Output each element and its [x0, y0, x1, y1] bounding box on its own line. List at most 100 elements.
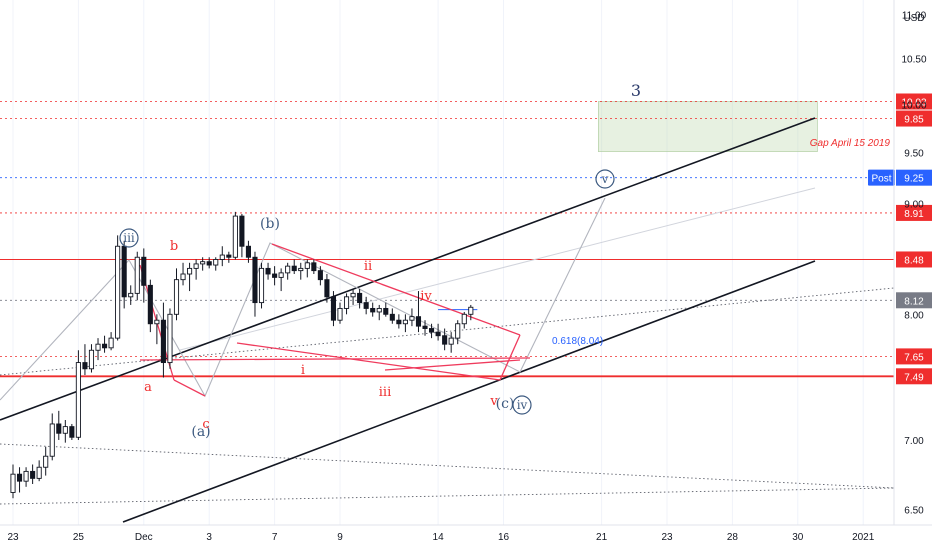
- wave-3-label: 3: [631, 81, 641, 100]
- candle: [232, 211, 238, 260]
- wedge-line: [139, 357, 531, 361]
- candle-body: [435, 331, 441, 337]
- candle: [187, 262, 193, 292]
- x-tick-label: 21: [596, 532, 608, 543]
- candle: [245, 240, 251, 263]
- target-zone-rect: [598, 101, 818, 152]
- price-axis[interactable]: 11.00 10.50 10.00 9.50 9.00 8.00 7.00 6.50: [901, 11, 926, 517]
- trend-drawings: [0, 117, 895, 523]
- candle: [252, 251, 258, 317]
- candle: [69, 423, 75, 440]
- candle: [88, 344, 95, 373]
- candle-body: [389, 313, 395, 321]
- wave-iv-circle: [512, 395, 532, 415]
- candle: [239, 213, 245, 258]
- price-badge: [896, 348, 932, 365]
- candle-body: [343, 296, 350, 309]
- projection-path: [0, 197, 606, 401]
- price-badge: [896, 204, 932, 221]
- candle: [278, 268, 284, 292]
- candle: [317, 266, 323, 286]
- dotted-trend-line: [0, 443, 895, 489]
- candle-body: [180, 273, 186, 281]
- candle: [62, 420, 68, 443]
- x-tick-label: 2021: [852, 532, 875, 543]
- y-tick-label: 9.50: [904, 149, 924, 160]
- dotted-trend-line: [0, 287, 895, 376]
- candle: [389, 308, 395, 324]
- candle-body: [56, 423, 62, 434]
- candle-body: [317, 270, 323, 281]
- candle: [167, 308, 173, 369]
- candle: [350, 288, 356, 305]
- candle-body: [95, 343, 101, 351]
- x-tick-label: 23: [7, 532, 19, 543]
- candle-body: [141, 256, 147, 286]
- candle: [396, 314, 402, 329]
- wave-c-paren-label: (c): [496, 396, 515, 412]
- price-levels: 10.03 9.85 Post 9.25 8.91 8.48 8.12 7.65 7.49: [0, 93, 932, 385]
- candle-body: [10, 473, 16, 493]
- candle-body: [337, 307, 343, 321]
- candle: [343, 293, 350, 315]
- fib-label: 0.618(8.04): [552, 336, 603, 347]
- candle: [258, 262, 265, 309]
- x-tick-label: 28: [727, 532, 739, 543]
- candle-body: [115, 245, 121, 339]
- candle: [82, 344, 88, 376]
- candle: [226, 251, 232, 263]
- candle: [330, 291, 337, 327]
- candle: [409, 308, 415, 327]
- candle: [134, 251, 140, 301]
- wave-v-circle: [595, 169, 615, 189]
- candle: [95, 338, 101, 361]
- candle: [272, 266, 278, 286]
- candle: [357, 288, 363, 309]
- candle: [304, 259, 310, 278]
- candle: [16, 467, 23, 493]
- candle-body: [36, 466, 42, 479]
- candle: [128, 285, 134, 305]
- candle: [370, 302, 376, 317]
- candle-body: [252, 256, 258, 304]
- candle-body: [272, 273, 278, 278]
- wave-ii-label: ii: [364, 259, 372, 274]
- price-badge: [896, 110, 932, 127]
- candle: [468, 304, 474, 321]
- currency-label: USD: [903, 13, 924, 24]
- candle: [383, 302, 389, 317]
- candle-body: [461, 313, 467, 325]
- candle-body: [285, 265, 291, 274]
- wave-v-label: v: [489, 394, 498, 409]
- candle: [376, 304, 382, 321]
- candle-body: [415, 316, 422, 327]
- wave-v-circle-label: v: [601, 172, 609, 186]
- candle: [108, 332, 114, 351]
- candle-body: [429, 328, 435, 333]
- wave-iv-circle-label: iv: [517, 398, 528, 412]
- wedge-line: [271, 243, 521, 336]
- candle-body: [23, 470, 29, 482]
- candle: [75, 350, 81, 440]
- dotted-trend-line: [0, 487, 895, 505]
- candle-body: [304, 262, 310, 269]
- candle-body: [82, 362, 88, 370]
- candle: [36, 460, 42, 482]
- candle-body: [265, 267, 271, 275]
- candle: [363, 296, 369, 315]
- candle-body: [134, 256, 140, 294]
- candle-body: [200, 261, 206, 265]
- grid: [12, 0, 864, 525]
- post-tag-text: Post: [871, 174, 891, 185]
- candle-body: [370, 307, 376, 313]
- candle: [56, 410, 62, 440]
- channel-lower-line: [122, 260, 816, 523]
- candle-body: [350, 292, 356, 298]
- wave-i-label: i: [301, 363, 305, 378]
- candle-body: [357, 292, 363, 304]
- wedge-line: [236, 342, 501, 381]
- y-tick-label: 10.50: [901, 54, 926, 65]
- time-axis[interactable]: 23 25 Dec 3 7 9 14 16 21 23 28 30 2021: [7, 532, 874, 543]
- candle: [43, 446, 49, 476]
